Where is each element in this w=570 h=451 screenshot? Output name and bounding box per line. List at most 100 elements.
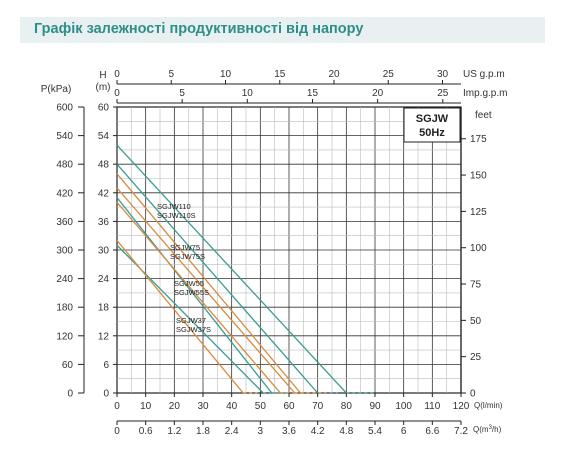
page-title: Графік залежності продуктивності від нап… bbox=[34, 21, 364, 37]
pressure-axis-tick-label: 300 bbox=[56, 246, 73, 257]
series-label-sgjw75s: SGJW75S bbox=[170, 252, 205, 261]
h-axis-tick-label: 0 bbox=[103, 389, 109, 400]
h-axis-tick-label: 12 bbox=[98, 331, 110, 342]
head-axis-label-top: H bbox=[99, 70, 106, 81]
head-axis-label-bottom: (m) bbox=[96, 82, 111, 93]
h-axis-tick-label: 60 bbox=[98, 103, 110, 114]
flow-m3h-axis-label: Q(m3/h) bbox=[473, 425, 502, 434]
us-gpm-axis-tick-label: 25 bbox=[383, 69, 395, 80]
pressure-axis-tick-label: 0 bbox=[67, 389, 73, 400]
h-axis-tick-label: 48 bbox=[98, 160, 110, 171]
h-axis-tick-label: 24 bbox=[98, 274, 110, 285]
h-axis-tick-label: 30 bbox=[98, 246, 110, 257]
feet-axis-tick-label: 75 bbox=[470, 280, 482, 291]
imp-gpm-axis-label: Imp.g.p.m bbox=[463, 88, 507, 99]
h-axis-tick-label: 42 bbox=[98, 188, 110, 199]
imp-gpm-axis-tick-label: 15 bbox=[307, 88, 319, 99]
curve-sgjw55s bbox=[116, 201, 281, 394]
pressure-axis-tick-label: 600 bbox=[56, 103, 73, 114]
pressure-axis-tick-label: 240 bbox=[56, 274, 73, 285]
flow-lmin-axis-tick-label: 20 bbox=[169, 401, 181, 412]
flow-lmin-axis-tick-label: 80 bbox=[341, 401, 353, 412]
model-box-line-2: 50Hz bbox=[419, 127, 445, 139]
us-gpm-axis-label: US g.p.m bbox=[463, 69, 505, 80]
imp-gpm-axis-tick-label: 0 bbox=[114, 88, 120, 99]
series-label-sgjw37: SGJW37 bbox=[176, 316, 206, 325]
flow-lmin-axis-tick-label: 0 bbox=[114, 401, 120, 412]
pressure-axis-tick-label: 420 bbox=[56, 188, 73, 199]
curve-sgjw110s bbox=[116, 163, 319, 394]
flow-m3h-axis-tick-label: 6.6 bbox=[425, 426, 439, 437]
flow-m3h-axis-tick-label: 5.4 bbox=[368, 426, 382, 437]
model-box-line-1: SGJW bbox=[416, 113, 449, 125]
feet-axis-tick-label: 0 bbox=[470, 389, 476, 400]
feet-axis-tick-label: 125 bbox=[470, 207, 487, 218]
title-banner: Графік залежності продуктивності від нап… bbox=[20, 17, 545, 43]
flow-m3h-axis-tick-label: 3.6 bbox=[282, 426, 296, 437]
series-label-sgjw37s: SGJW37S bbox=[176, 325, 211, 334]
feet-axis-tick-label: 50 bbox=[470, 316, 482, 327]
series-label-sgjw55s: SGJW55S bbox=[174, 288, 209, 297]
us-gpm-axis-tick-label: 10 bbox=[220, 69, 232, 80]
flow-lmin-axis-tick-label: 70 bbox=[312, 401, 324, 412]
curve-sgjw37s bbox=[116, 240, 244, 394]
flow-lmin-axis-tick-label: 100 bbox=[395, 401, 412, 412]
series-label-sgjw110: SGJW110 bbox=[157, 202, 191, 211]
pressure-axis-label: P(kPa) bbox=[41, 84, 72, 95]
h-axis-tick-label: 54 bbox=[98, 131, 110, 142]
imp-gpm-axis-tick-label: 10 bbox=[242, 88, 254, 99]
pressure-axis-tick-label: 180 bbox=[56, 303, 73, 314]
flow-m3h-axis-tick-label: 4.2 bbox=[311, 426, 325, 437]
flow-m3h-axis-tick-label: 0 bbox=[114, 426, 120, 437]
flow-m3h-axis-tick-label: 1.2 bbox=[167, 426, 181, 437]
flow-lmin-axis-label: Q(l/min) bbox=[474, 401, 503, 410]
h-axis-tick-label: 18 bbox=[98, 303, 110, 314]
model-box: SGJW 50Hz bbox=[403, 107, 461, 143]
us-gpm-axis-tick-label: 5 bbox=[168, 69, 174, 80]
us-gpm-axis-tick-label: 20 bbox=[328, 69, 340, 80]
series-label-sgjw75: SGJW75 bbox=[170, 243, 200, 252]
pressure-axis-tick-label: 60 bbox=[62, 360, 74, 371]
h-axis-tick-label: 6 bbox=[103, 360, 109, 371]
performance-curves bbox=[116, 144, 375, 394]
flow-m3h-axis-tick-label: 2.4 bbox=[225, 426, 239, 437]
feet-axis-tick-label: 150 bbox=[470, 171, 487, 182]
us-gpm-axis-tick-label: 15 bbox=[274, 69, 286, 80]
flow-lmin-axis-tick-label: 90 bbox=[369, 401, 381, 412]
flow-lmin-axis-tick-label: 110 bbox=[424, 401, 440, 412]
series-label-sgjw55: SGJW55 bbox=[174, 279, 204, 288]
imp-gpm-axis-tick-label: 20 bbox=[372, 88, 384, 99]
curve-sgjw110 bbox=[116, 144, 347, 394]
feet-axis-tick-label: 175 bbox=[470, 134, 487, 145]
flow-m3h-axis-tick-label: 3 bbox=[258, 426, 264, 437]
flow-lmin-axis-tick-label: 50 bbox=[255, 401, 267, 412]
us-gpm-axis-tick-label: 0 bbox=[114, 69, 120, 80]
flow-lmin-axis-tick-label: 30 bbox=[197, 401, 209, 412]
h-axis-tick-label: 36 bbox=[98, 217, 110, 228]
flow-lmin-axis-tick-label: 10 bbox=[140, 401, 152, 412]
curve-sgjw55 bbox=[116, 197, 273, 394]
series-label-sgjw110s: SGJW110S bbox=[157, 211, 196, 220]
chart-grid bbox=[116, 106, 462, 394]
flow-m3h-axis-tick-label: 6 bbox=[401, 426, 407, 437]
imp-gpm-axis-tick-label: 5 bbox=[179, 88, 185, 99]
feet-axis-tick-label: 25 bbox=[470, 352, 482, 363]
flow-lmin-axis-tick-label: 60 bbox=[283, 401, 295, 412]
pressure-axis-tick-label: 120 bbox=[56, 331, 73, 342]
flow-lmin-axis-tick-label: 40 bbox=[226, 401, 238, 412]
flow-lmin-axis-tick-label: 120 bbox=[453, 401, 470, 412]
pressure-axis-tick-label: 540 bbox=[56, 131, 73, 142]
pressure-axis-tick-label: 360 bbox=[56, 217, 73, 228]
pressure-axis-tick-label: 480 bbox=[56, 160, 73, 171]
us-gpm-axis-tick-label: 30 bbox=[437, 69, 449, 80]
flow-m3h-axis-tick-label: 0.6 bbox=[139, 426, 153, 437]
feet-axis-label: feet bbox=[475, 110, 492, 121]
flow-m3h-axis-tick-label: 7.2 bbox=[454, 426, 468, 437]
imp-gpm-axis-tick-label: 25 bbox=[437, 88, 449, 99]
feet-axis-tick-label: 100 bbox=[470, 243, 487, 254]
chart-axes: 0612182430364248546006012018024030036042… bbox=[41, 69, 508, 437]
curve-sgjw75 bbox=[116, 173, 301, 394]
curve-sgjw75s bbox=[116, 187, 296, 394]
